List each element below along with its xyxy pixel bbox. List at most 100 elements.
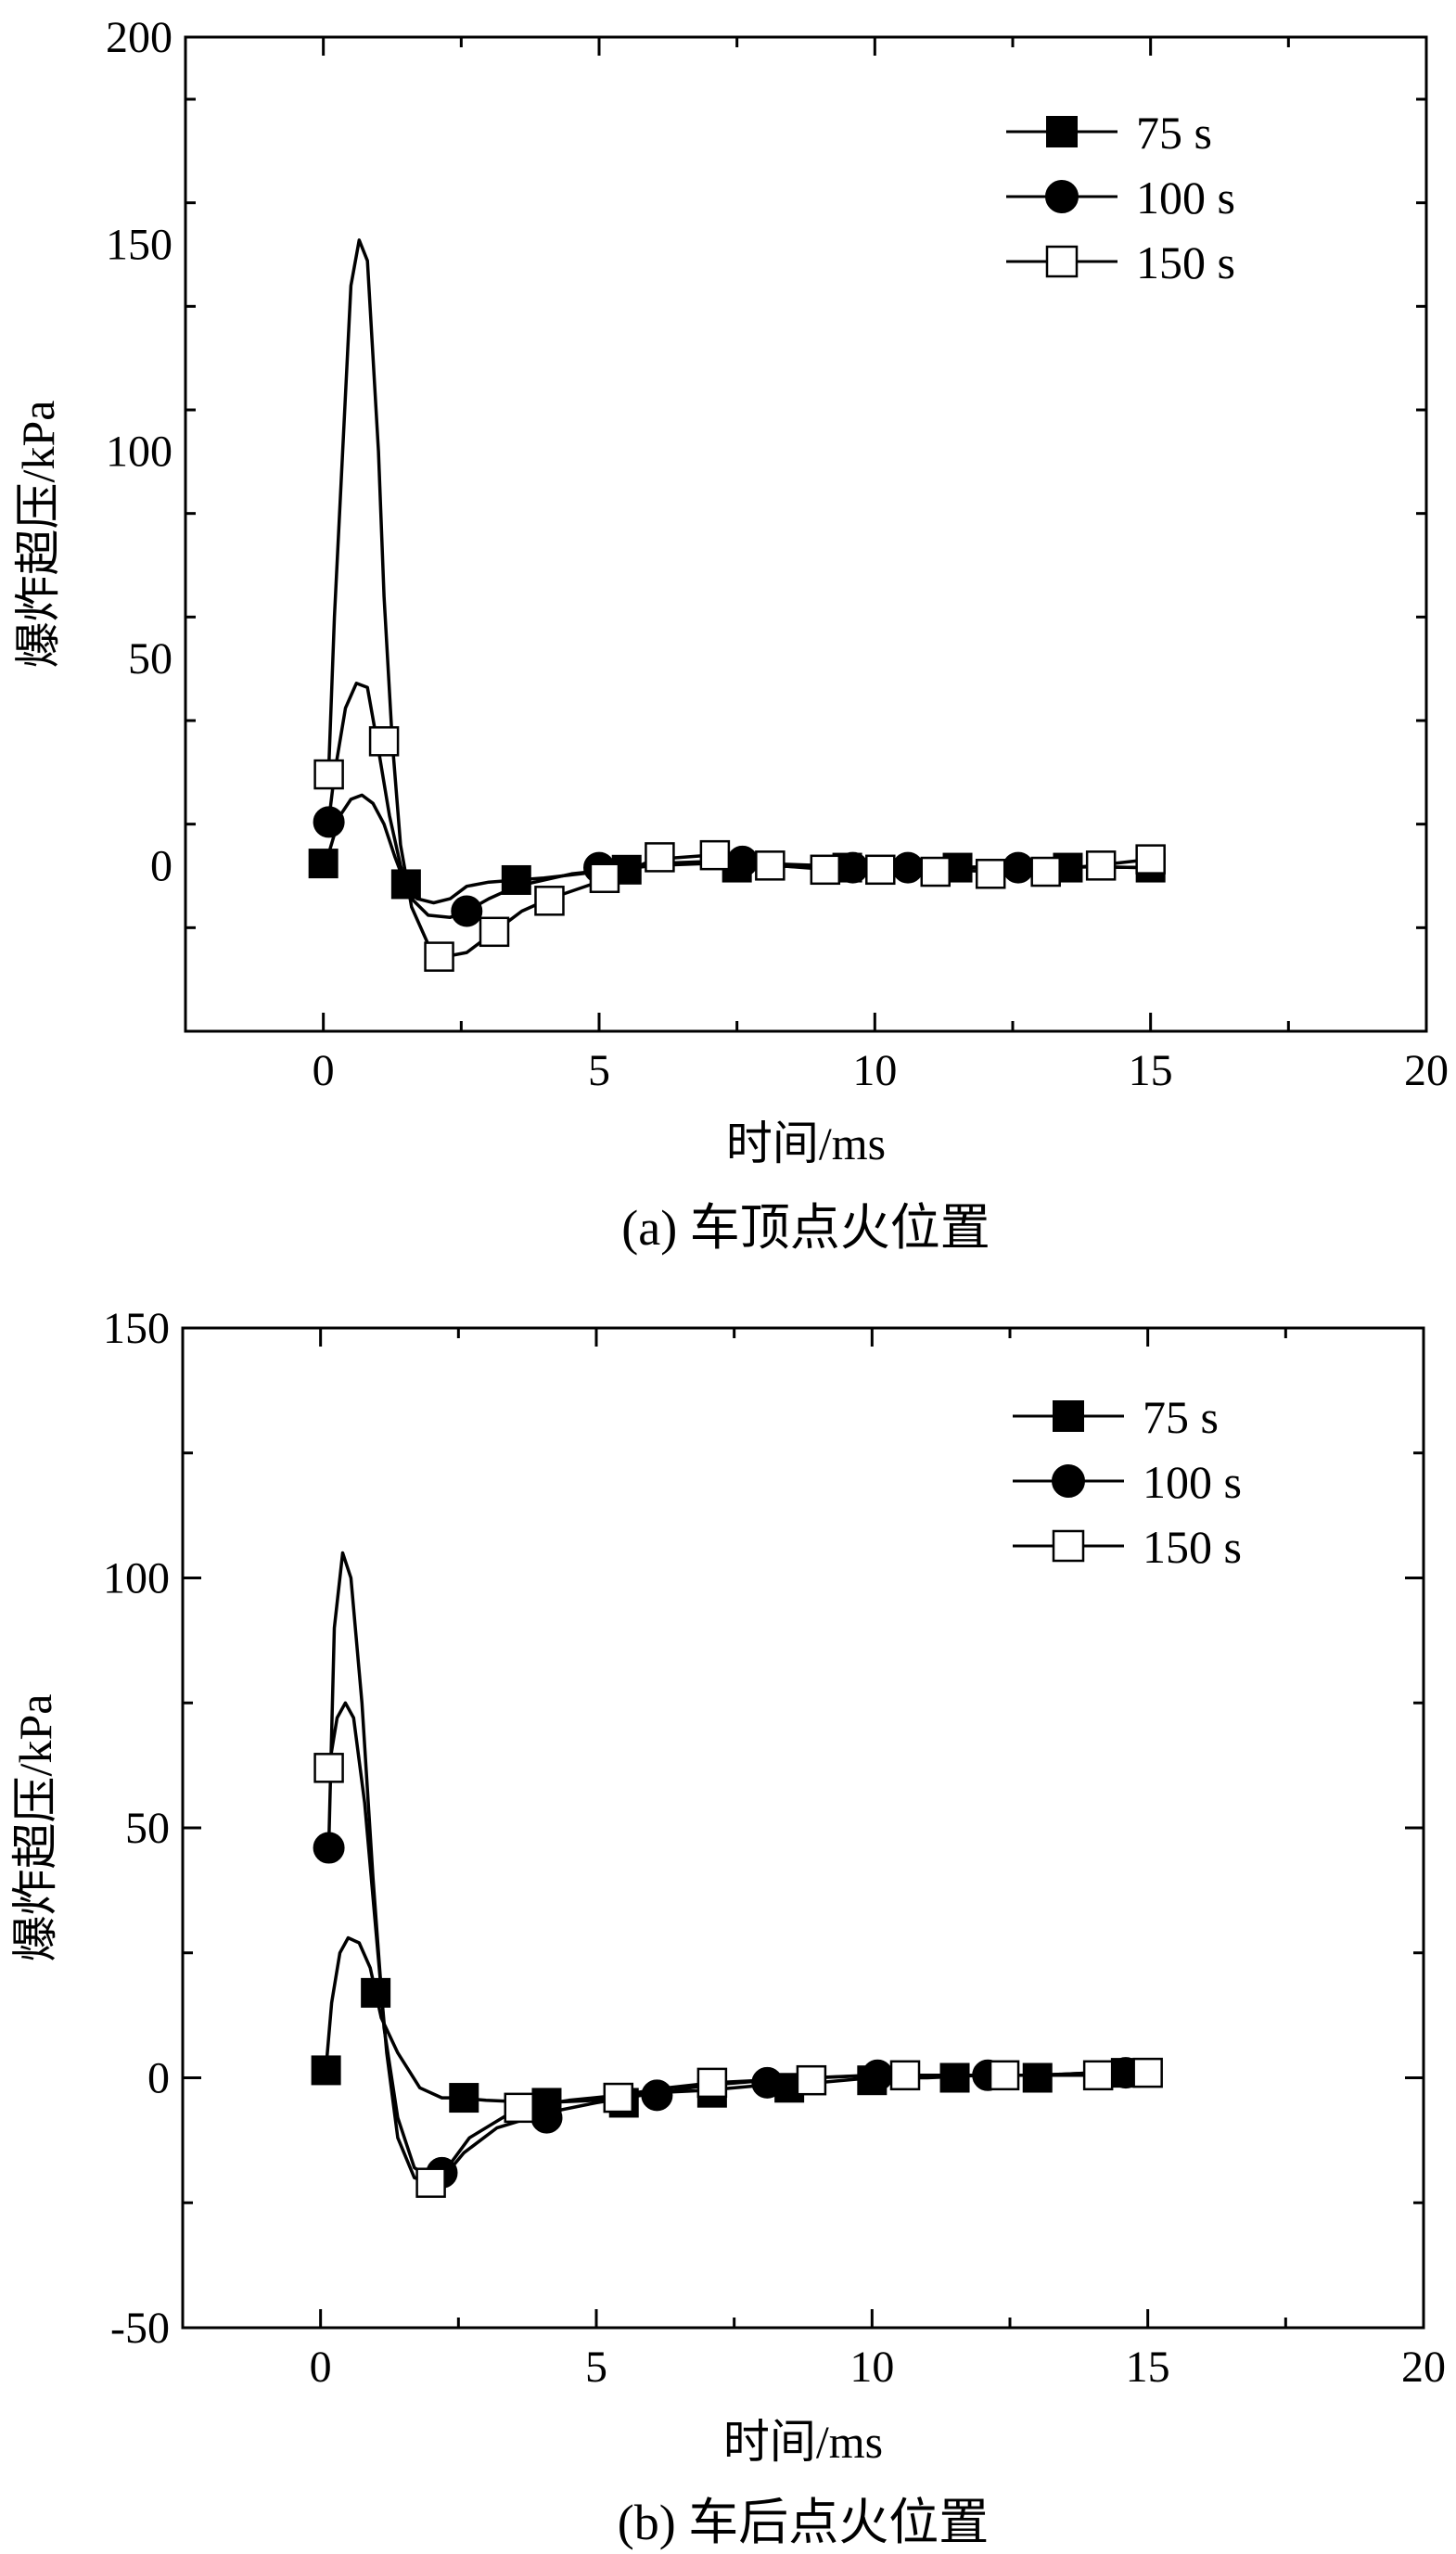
legend-label: 150 s <box>1136 236 1235 288</box>
panel-caption: (b) 车后点火位置 <box>618 2495 989 2550</box>
y-tick-label: 200 <box>106 13 172 62</box>
legend-entry-150s: 150 s <box>1006 236 1235 288</box>
x-tick-label: 15 <box>1126 2343 1170 2392</box>
legend: 75 s 100 s 150 s <box>1006 107 1235 288</box>
plot-area-frame <box>184 35 1428 1033</box>
data-point-open-square <box>989 2060 1020 2091</box>
legend-entry-100s: 100 s <box>1006 172 1235 223</box>
data-point-square <box>939 2062 970 2093</box>
y-axis-title: 爆炸超压/kPa <box>9 1694 61 1962</box>
x-tick-label: 10 <box>849 2343 894 2392</box>
data-point-square <box>311 2055 341 2086</box>
y-tick-label: -50 <box>110 2304 170 2353</box>
legend-entry-75s: 75 s <box>1013 1391 1219 1443</box>
legend-entry-150s: 150 s <box>1013 1521 1242 1573</box>
data-point-open-square <box>479 916 510 948</box>
data-point-open-square <box>796 2064 827 2096</box>
x-axis-title: 时间/ms <box>723 2416 883 2468</box>
data-point-circle <box>1002 851 1034 884</box>
legend-filled-square-marker <box>1053 1400 1084 1432</box>
data-point-circle <box>313 1832 345 1864</box>
legend-label: 150 s <box>1143 1521 1242 1573</box>
data-point-open-square <box>313 1753 344 1783</box>
series-markers <box>308 726 1166 972</box>
data-point-open-square <box>889 2060 921 2091</box>
series-markers <box>311 1753 1163 2198</box>
data-point-open-square <box>1085 850 1117 881</box>
legend-filled-square-marker <box>1046 116 1078 147</box>
legend-open-square-marker <box>1052 1529 1085 1563</box>
data-point-open-square <box>865 854 896 886</box>
data-point-circle <box>862 2059 894 2091</box>
data-point-circle <box>641 2079 673 2112</box>
legend-open-square-marker <box>1045 245 1079 278</box>
x-tick-label: 10 <box>852 1046 897 1095</box>
legend-label: 75 s <box>1143 1391 1219 1443</box>
y-tick-label: 100 <box>103 1554 170 1603</box>
legend-entry-100s: 100 s <box>1013 1456 1242 1508</box>
y-tick-label: 150 <box>106 220 172 269</box>
data-point-circle <box>530 2101 563 2134</box>
data-point-square <box>390 869 421 900</box>
y-tick-label: 100 <box>106 428 172 477</box>
x-tick-label: 20 <box>1401 2343 1446 2392</box>
x-tick-label: 0 <box>310 2343 332 2392</box>
legend-label: 100 s <box>1136 172 1235 223</box>
y-axis-ticks: -50 0 50 100 150 <box>103 1304 1424 2353</box>
data-point-open-square <box>1082 2060 1114 2091</box>
y-tick-label: 0 <box>147 2054 170 2103</box>
legend-label: 100 s <box>1143 1456 1242 1508</box>
legend-label: 75 s <box>1136 107 1212 159</box>
data-point-circle <box>751 2066 784 2099</box>
data-point-open-square <box>313 759 344 790</box>
y-tick-label: 50 <box>125 1804 170 1853</box>
panel-a: 0 5 10 15 20 0 50 100 150 200 时间/ms 爆炸超压/kPa (a)… <box>12 13 1449 1256</box>
data-point-open-square <box>1135 844 1166 875</box>
data-point-open-square <box>424 941 454 972</box>
data-point-open-square <box>696 2067 728 2099</box>
data-point-circle <box>892 851 925 884</box>
data-point-open-square <box>534 886 565 916</box>
x-tick-label: 0 <box>313 1046 335 1095</box>
data-point-square <box>308 849 338 879</box>
legend: 75 s 100 s 150 s <box>1013 1391 1242 1573</box>
data-point-open-square <box>415 2167 446 2198</box>
x-axis-ticks: 0 5 10 15 20 <box>181 1328 1446 2392</box>
data-point-open-square <box>368 726 400 757</box>
data-point-open-square <box>645 842 675 873</box>
data-point-open-square <box>755 850 785 881</box>
x-axis-title: 时间/ms <box>726 1117 886 1169</box>
data-point-square <box>501 864 531 895</box>
legend-filled-circle-marker <box>1045 180 1079 213</box>
data-point-open-square <box>1132 2057 1163 2088</box>
data-point-square <box>1022 2062 1053 2093</box>
legend-filled-circle-marker <box>1052 1464 1085 1498</box>
y-tick-label: 50 <box>128 634 172 683</box>
data-point-open-square <box>603 2082 634 2113</box>
panel-b: 0 5 10 15 20 -50 0 50 100 150 时间/ms 爆炸超压/kPa (b)… <box>9 1304 1446 2550</box>
data-point-open-square <box>589 862 620 893</box>
x-tick-label: 15 <box>1129 1046 1173 1095</box>
x-axis-ticks: 0 5 10 15 20 <box>184 37 1449 1095</box>
data-point-open-square <box>975 859 1006 889</box>
x-tick-label: 5 <box>588 1046 610 1095</box>
y-tick-label: 0 <box>150 841 172 890</box>
data-point-circle <box>313 806 345 838</box>
legend-entry-75s: 75 s <box>1006 107 1212 159</box>
data-point-square <box>361 1977 391 2008</box>
y-axis-ticks: 0 50 100 150 200 <box>106 13 1426 1033</box>
data-point-circle <box>726 845 759 877</box>
data-point-open-square <box>810 854 841 886</box>
data-point-square <box>449 2083 479 2113</box>
y-tick-label: 150 <box>103 1304 170 1353</box>
data-point-open-square <box>1030 856 1061 888</box>
data-point-open-square <box>920 856 951 888</box>
panel-caption: (a) 车顶点火位置 <box>621 1200 990 1256</box>
y-axis-title: 爆炸超压/kPa <box>12 401 64 669</box>
x-tick-label: 20 <box>1404 1046 1449 1095</box>
data-point-circle <box>837 851 869 884</box>
x-tick-label: 5 <box>585 2343 607 2392</box>
data-point-open-square <box>699 839 731 871</box>
data-point-circle <box>451 895 483 927</box>
